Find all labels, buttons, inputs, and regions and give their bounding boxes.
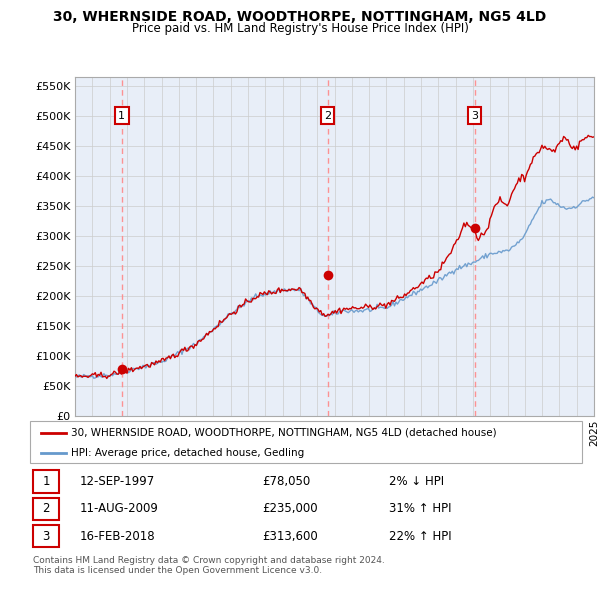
Text: 2: 2 [42,502,50,516]
Text: 1: 1 [118,111,125,121]
Text: 2: 2 [324,111,331,121]
FancyBboxPatch shape [30,421,582,463]
Text: 12-SEP-1997: 12-SEP-1997 [80,475,155,488]
Text: Contains HM Land Registry data © Crown copyright and database right 2024.
This d: Contains HM Land Registry data © Crown c… [33,556,385,575]
Text: 30, WHERNSIDE ROAD, WOODTHORPE, NOTTINGHAM, NG5 4LD (detached house): 30, WHERNSIDE ROAD, WOODTHORPE, NOTTINGH… [71,428,497,438]
FancyBboxPatch shape [33,498,59,520]
FancyBboxPatch shape [33,525,59,548]
Text: £235,000: £235,000 [262,502,317,516]
Text: £313,600: £313,600 [262,530,317,543]
Text: 3: 3 [43,530,50,543]
Text: 2% ↓ HPI: 2% ↓ HPI [389,475,444,488]
Text: 1: 1 [42,475,50,488]
Text: HPI: Average price, detached house, Gedling: HPI: Average price, detached house, Gedl… [71,448,305,457]
Text: 30, WHERNSIDE ROAD, WOODTHORPE, NOTTINGHAM, NG5 4LD: 30, WHERNSIDE ROAD, WOODTHORPE, NOTTINGH… [53,10,547,24]
Text: 11-AUG-2009: 11-AUG-2009 [80,502,158,516]
Text: 3: 3 [471,111,478,121]
FancyBboxPatch shape [33,470,59,493]
Text: 22% ↑ HPI: 22% ↑ HPI [389,530,451,543]
Text: 16-FEB-2018: 16-FEB-2018 [80,530,155,543]
Text: £78,050: £78,050 [262,475,310,488]
Text: Price paid vs. HM Land Registry's House Price Index (HPI): Price paid vs. HM Land Registry's House … [131,22,469,35]
Text: 31% ↑ HPI: 31% ↑ HPI [389,502,451,516]
